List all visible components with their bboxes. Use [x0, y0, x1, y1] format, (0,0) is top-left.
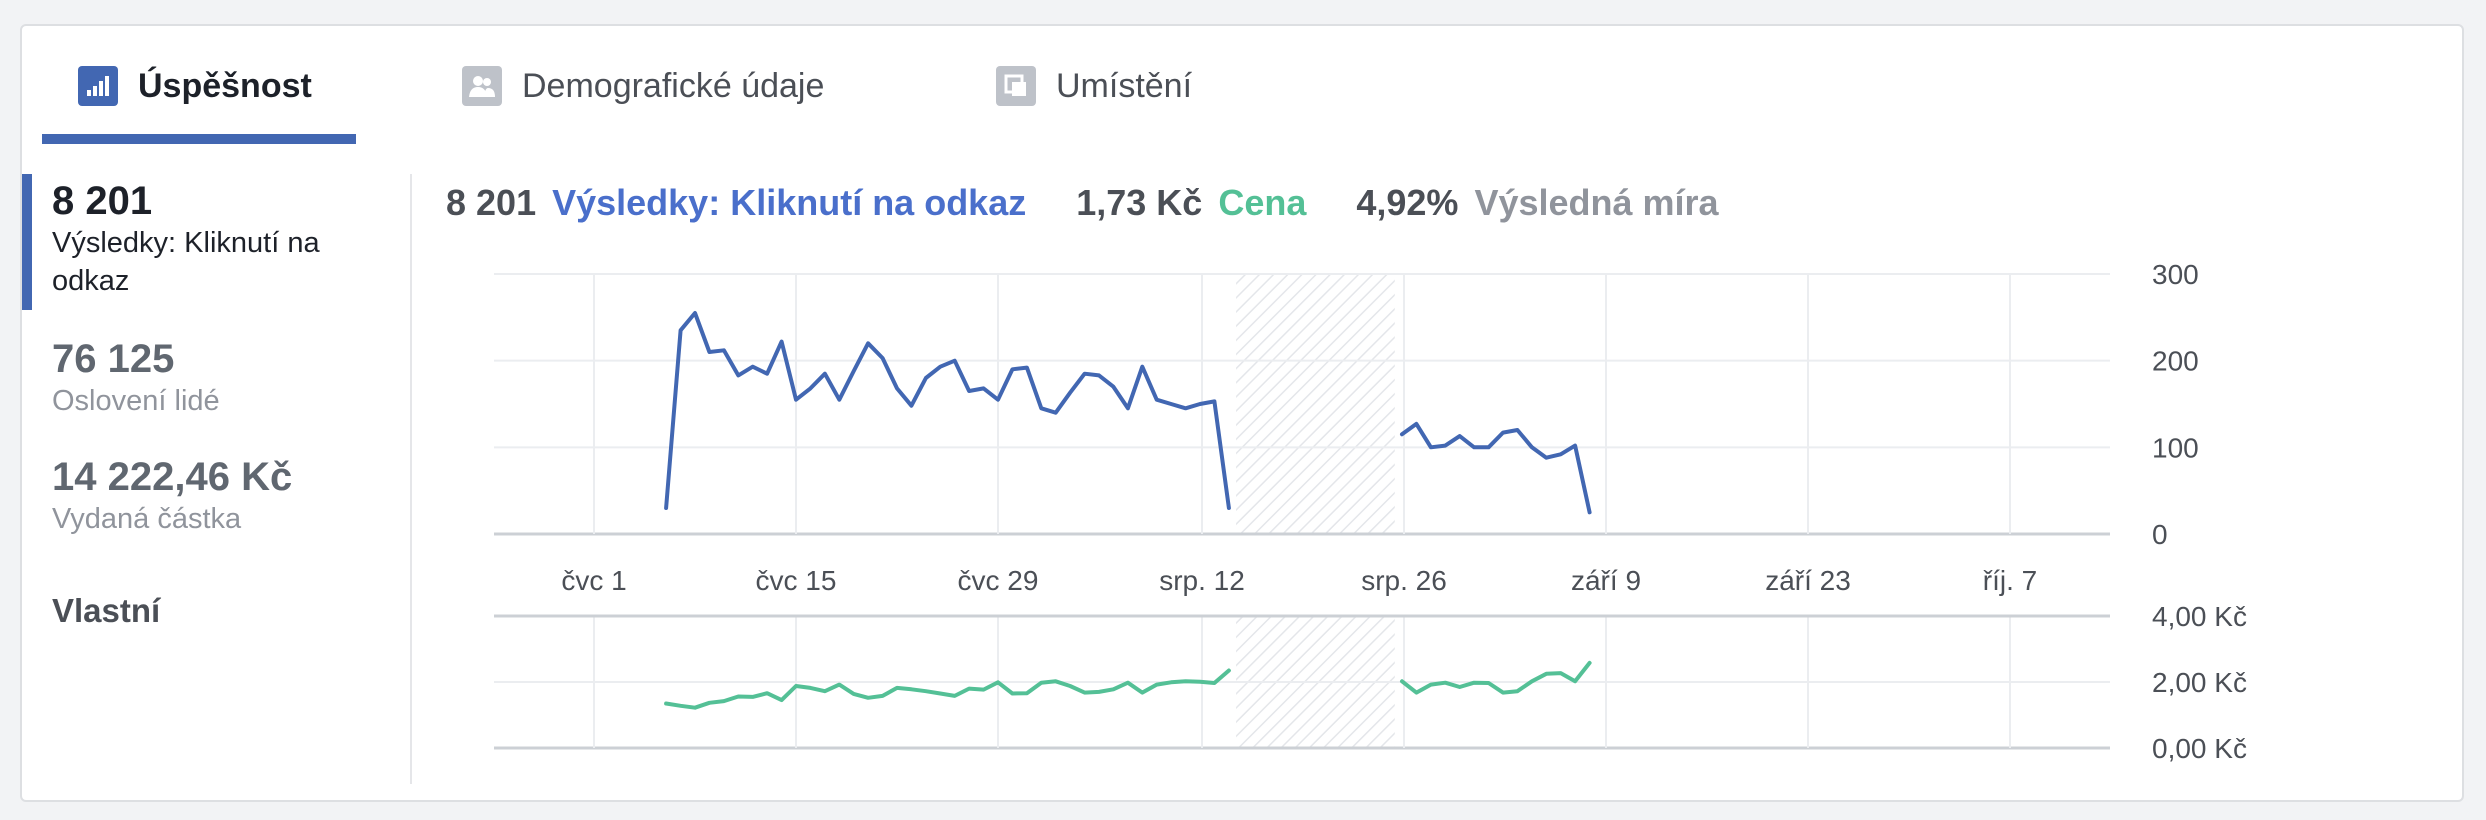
results-chart-no-data-region	[1236, 274, 1395, 534]
cost-chart-y-tick-label: 2,00 Kč	[2152, 667, 2247, 698]
tab-bar: Úspěšnost Demografické údaje Umístění	[22, 26, 2462, 144]
metric-reach[interactable]: 76 125 Oslovení lidé	[52, 336, 220, 420]
summary-cost-value: 1,73 Kč	[1076, 182, 1203, 223]
active-tab-underline	[42, 134, 356, 144]
insights-card: Úspěšnost Demografické údaje Umístění 8 …	[20, 24, 2464, 802]
summary-cost-label[interactable]: Cena	[1218, 182, 1307, 223]
summary-rate-value: 4,92%	[1356, 182, 1459, 223]
results-chart-x-tick-label: čvc 1	[561, 565, 626, 596]
metric-label: Vydaná částka	[52, 503, 242, 535]
results-chart-x-tick-label: září 23	[1765, 565, 1851, 596]
bar-chart-icon	[78, 66, 118, 106]
placement-icon	[996, 66, 1036, 106]
results-chart-y-tick-label: 100	[2152, 432, 2199, 463]
metric-value: 76 125	[52, 337, 175, 381]
performance-chart: 300 200 100 0 čvc 1 čvc 15 čvc 29 srp. 12 srp. 2…	[494, 259, 2247, 764]
results-chart-x-tick-label: září 9	[1571, 565, 1641, 596]
results-chart-x-tick-label: srp. 26	[1361, 565, 1447, 596]
results-chart-y-tick-label: 0	[2152, 519, 2168, 550]
results-chart-y-tick-label: 200	[2152, 346, 2199, 377]
sidebar-divider	[410, 174, 412, 784]
results-chart-x-tick-label: čvc 29	[958, 565, 1039, 596]
cost-chart-series-line	[664, 668, 1231, 710]
results-chart-series-line	[1400, 421, 1592, 515]
metric-results[interactable]: 8 201 Výsledky: Kliknutí na odkaz	[52, 178, 382, 300]
tab-performance[interactable]: Úspěšnost	[78, 56, 312, 116]
tab-placement[interactable]: Umístění	[996, 56, 1192, 116]
results-chart-x-tick-label: srp. 12	[1159, 565, 1245, 596]
summary-results-value: 8 201	[446, 182, 537, 223]
summary-bar: 8 201 Výsledky: Kliknutí na odkaz 1,73 K…	[446, 178, 1769, 228]
custom-metric-button[interactable]: Vlastní	[52, 592, 161, 629]
metric-label: Oslovení lidé	[52, 385, 220, 417]
tab-demographics[interactable]: Demografické údaje	[462, 56, 824, 116]
results-chart-series-line	[664, 311, 1231, 510]
summary-results-label[interactable]: Výsledky: Kliknutí na odkaz	[552, 182, 1027, 223]
people-icon	[462, 66, 502, 106]
metric-value: 8 201	[52, 179, 153, 223]
results-chart-y-tick-label: 300	[2152, 259, 2199, 290]
metric-value: 14 222,46 Kč	[52, 455, 293, 499]
metric-label: Výsledky: Kliknutí na odkaz	[52, 227, 320, 297]
tab-label: Úspěšnost	[138, 66, 312, 105]
cost-chart-y-tick-label: 4,00 Kč	[2152, 601, 2247, 632]
results-chart-x-tick-label: čvc 15	[756, 565, 837, 596]
cost-chart-series-line	[1400, 660, 1592, 695]
tab-label: Umístění	[1056, 66, 1193, 105]
summary-rate-label[interactable]: Výsledná míra	[1474, 182, 1719, 223]
metric-spend[interactable]: 14 222,46 Kč Vydaná částka	[52, 454, 292, 538]
tab-label: Demografické údaje	[522, 66, 825, 105]
cost-chart-y-tick-label: 0,00 Kč	[2152, 733, 2247, 764]
active-metric-indicator	[22, 174, 32, 310]
results-chart-x-tick-label: říj. 7	[1983, 565, 2037, 596]
